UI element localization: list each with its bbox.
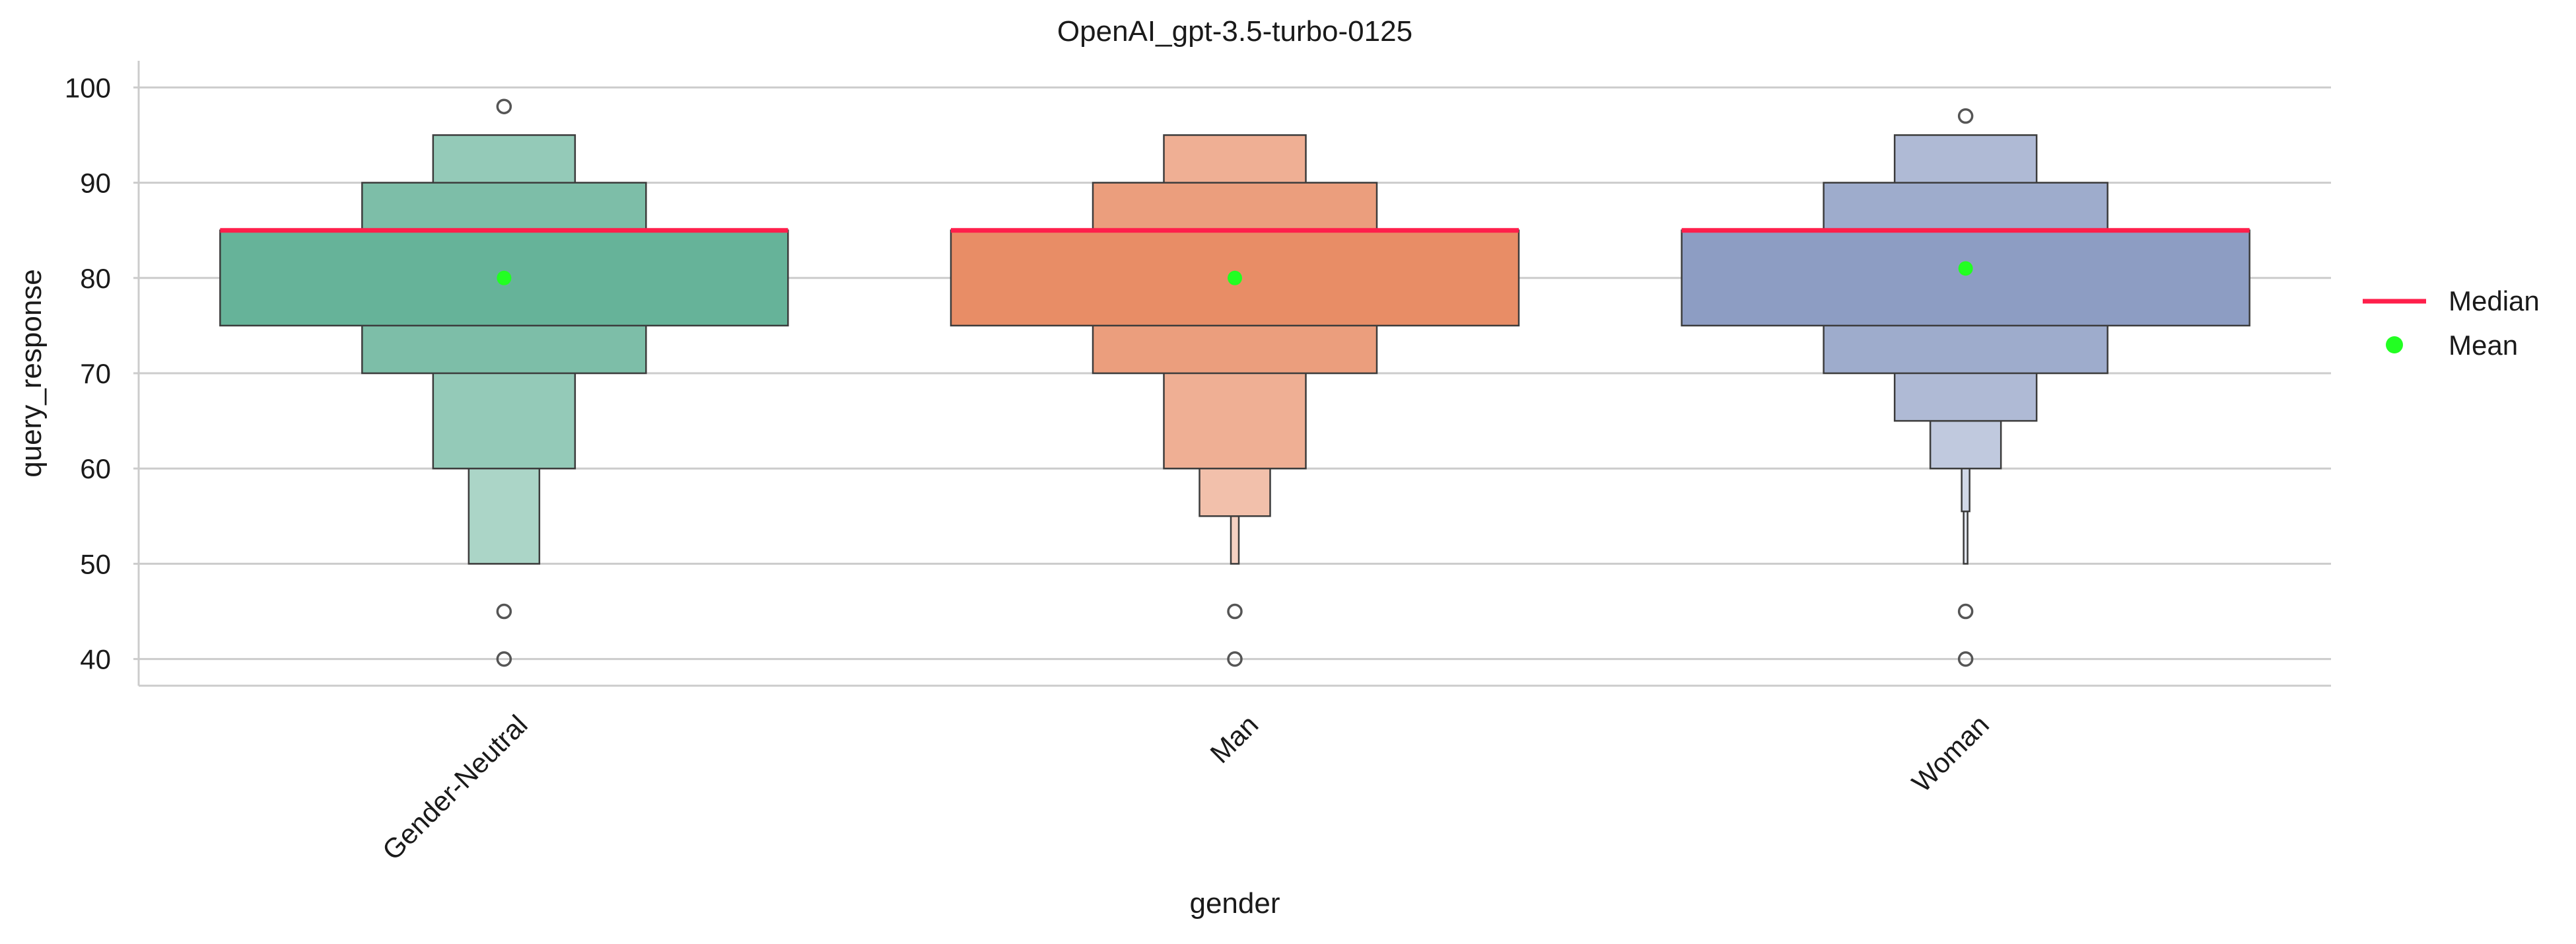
- y-tick-label: 80: [80, 263, 111, 294]
- y-tick-label: 100: [65, 72, 111, 103]
- y-tick-label: 60: [80, 453, 111, 484]
- boxen-group: [219, 98, 789, 667]
- chart-title: OpenAI_gpt-3.5-turbo-0125: [1057, 15, 1412, 48]
- x-tick-label: Woman: [1906, 709, 1995, 798]
- boxen-box: [1961, 467, 1970, 513]
- mean-marker: [1228, 270, 1242, 285]
- boxen-box: [1929, 419, 2002, 470]
- outlier-point: [1957, 651, 1974, 667]
- legend-median-label: Median: [2449, 285, 2540, 316]
- outlier-point: [1957, 603, 1974, 620]
- boxen-group: [950, 134, 1520, 667]
- boxen-box: [1963, 510, 1968, 565]
- y-tick-label: 70: [80, 358, 111, 389]
- outlier-point: [496, 98, 512, 114]
- outlier-point: [1957, 108, 1974, 124]
- x-tick-label: Gender-Neutral: [376, 709, 534, 866]
- mean-marker: [497, 270, 512, 285]
- y-tick-label: 90: [80, 168, 111, 199]
- boxen-groups: [219, 98, 2250, 667]
- outlier-point: [1227, 651, 1243, 667]
- boxen-group: [1681, 108, 2250, 667]
- boxen-box: [1681, 229, 2250, 327]
- outlier-point: [496, 651, 512, 667]
- x-tick-label: Man: [1204, 709, 1264, 769]
- legend-mean-label: Mean: [2449, 330, 2518, 361]
- x-axis-label: gender: [1189, 887, 1280, 920]
- y-tick-label: 40: [80, 644, 111, 675]
- y-tick-label: 50: [80, 548, 111, 579]
- mean-marker: [1958, 261, 1973, 276]
- y-axis-label: query_response: [15, 269, 48, 478]
- legend-mean-swatch: [2386, 336, 2403, 353]
- outlier-point: [1227, 603, 1243, 620]
- legend: Median Mean: [2363, 285, 2540, 361]
- boxen-box: [1199, 467, 1271, 517]
- outlier-point: [496, 603, 512, 620]
- boxen-box: [1230, 515, 1240, 565]
- boxen-box: [468, 467, 541, 565]
